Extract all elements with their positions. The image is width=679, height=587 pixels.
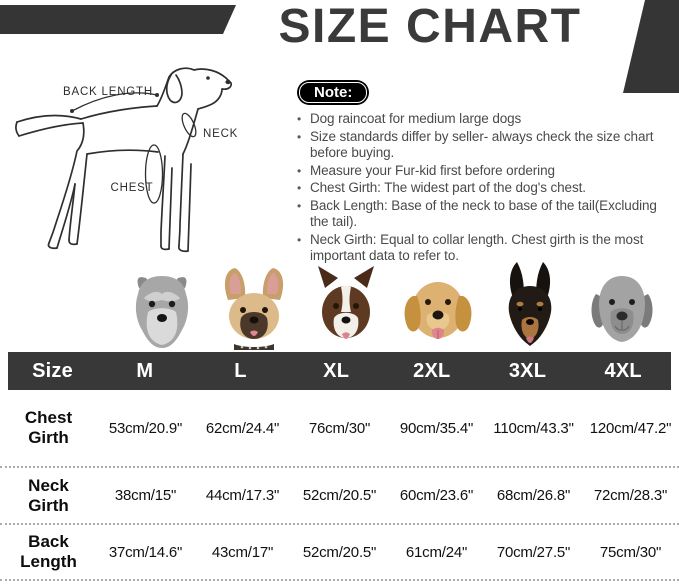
dog-eye-dot: [206, 76, 210, 80]
neck-label: NECK: [203, 128, 238, 140]
table-cell: 37cm/14.6": [108, 543, 183, 561]
note-item: Measure your Fur-kid first before orderi…: [295, 163, 675, 180]
note-section: Note: Dog raincoat for medium large dogs…: [295, 80, 675, 265]
table-cell: 53cm/20.9": [108, 419, 183, 437]
dog-photo-golden-retriever: [398, 260, 478, 352]
table-cell: 76cm/30": [308, 419, 371, 437]
row-label: Neck Girth: [28, 475, 69, 515]
row-label: Back Length: [20, 532, 77, 571]
table-cell: 110cm/43.3": [493, 419, 574, 437]
title-bar-left-shape: [0, 5, 236, 34]
note-item: Chest Girth: The widest part of the dog'…: [295, 180, 675, 197]
dog-photo-french-bulldog: [214, 260, 294, 352]
table-cell: 70cm/27.5": [496, 543, 571, 561]
table-cell: 61cm/24": [405, 543, 468, 561]
measure-dot: [155, 93, 159, 97]
table-cell: 60cm/23.6": [399, 487, 474, 504]
header-cell-m: M: [136, 359, 154, 382]
table-cell: 68cm/26.8": [496, 487, 571, 504]
neck-band: [181, 112, 197, 138]
note-item: Back Length: Base of the neck to base of…: [295, 198, 675, 231]
dog-measurement-diagram: BACK LENGTH NECK CHEST: [5, 62, 290, 257]
size-table-body: Chest Girth 53cm/20.9" 62cm/24.4" 76cm/3…: [0, 390, 679, 581]
row-chest-girth: Chest Girth 53cm/20.9" 62cm/24.4" 76cm/3…: [0, 390, 679, 468]
header-cell-3xl: 3XL: [508, 359, 547, 382]
note-item: Neck Girth: Equal to collar length. Ches…: [295, 232, 675, 265]
dog-nose-dot: [225, 79, 231, 85]
header-cell-size: Size: [32, 359, 73, 382]
table-cell: 120cm/47.2": [589, 419, 672, 437]
measure-dot: [70, 109, 74, 113]
row-neck-girth: Neck Girth 38cm/15" 44cm/17.3" 52cm/20.5…: [0, 468, 679, 525]
note-label: Note:: [299, 82, 368, 103]
table-cell: 90cm/35.4": [399, 419, 474, 437]
dog-photo-doberman: [490, 260, 570, 352]
dog-photos-row: [122, 258, 662, 352]
header-cell-l: L: [234, 359, 247, 382]
table-cell: 52cm/20.5": [302, 543, 377, 561]
table-cell: 52cm/20.5": [302, 487, 377, 504]
dog-photo-schnauzer: [122, 260, 202, 352]
dog-outline: [15, 67, 232, 253]
table-cell: 44cm/17.3": [205, 487, 280, 504]
header-cell-4xl: 4XL: [604, 359, 642, 382]
back-length-label: BACK LENGTH: [63, 86, 153, 98]
dog-photo-great-dane: [582, 260, 662, 352]
back-length-line: [71, 92, 158, 112]
table-cell: 43cm/17": [211, 543, 274, 561]
table-cell: 75cm/30": [599, 543, 662, 561]
dog-photo-border-collie: [306, 260, 386, 352]
table-header-row: Size M L XL 2XL 3XL 4XL: [8, 352, 671, 390]
header-cell-2xl: 2XL: [413, 359, 451, 382]
row-back-length: Back Length 37cm/14.6" 43cm/17" 52cm/20.…: [0, 525, 679, 581]
chest-band: [144, 144, 164, 204]
note-list: Dog raincoat for medium large dogs Size …: [295, 111, 675, 265]
measurement-lines: [71, 92, 197, 204]
note-item: Size standards differ by seller- always …: [295, 129, 675, 162]
note-item: Dog raincoat for medium large dogs: [295, 111, 675, 128]
dog-outline-drawing: BACK LENGTH NECK CHEST: [15, 67, 238, 253]
table-cell: 62cm/24.4": [205, 419, 280, 437]
page-title: SIZE CHART: [278, 0, 582, 53]
header-cell-xl: XL: [323, 359, 350, 382]
table-cell: 38cm/15": [114, 487, 177, 504]
chest-label: CHEST: [111, 182, 154, 194]
table-cell: 72cm/28.3": [593, 487, 668, 504]
note-badge: Note:: [297, 80, 370, 105]
row-label: Chest Girth: [24, 408, 73, 447]
